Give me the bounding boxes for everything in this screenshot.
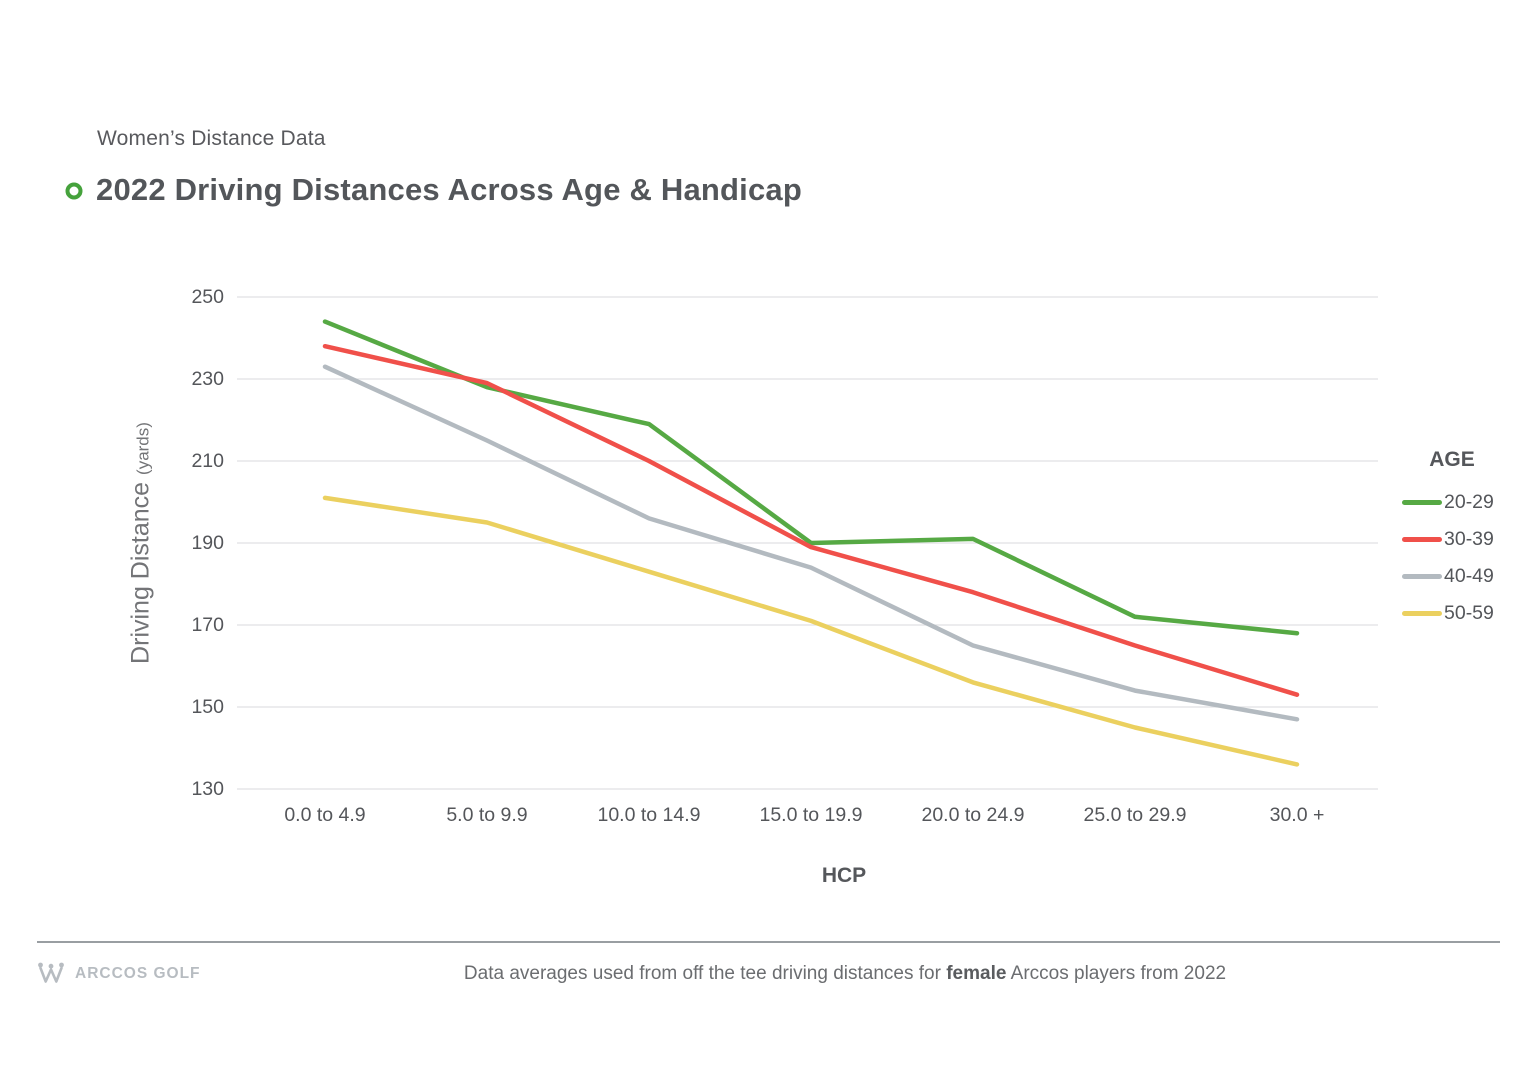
- legend-swatch-icon: [1402, 611, 1442, 616]
- arccos-logo-icon: [38, 962, 64, 983]
- x-category-label: 20.0 to 24.9: [921, 804, 1025, 826]
- legend-swatch-icon: [1402, 537, 1442, 542]
- caption-prefix: Data averages used from off the tee driv…: [463, 963, 947, 984]
- y-tick-label: 150: [191, 696, 224, 718]
- page-title: 2022 Driving Distances Across Age & Hand…: [96, 172, 802, 207]
- y-axis-unit: (yards): [133, 422, 153, 475]
- series-line-40-49: [322, 364, 1300, 722]
- series-line-30-39: [322, 343, 1300, 697]
- x-category-label: 5.0 to 9.9: [446, 804, 528, 826]
- legend-label: 20-29: [1444, 491, 1494, 513]
- legend-title: AGE: [1429, 448, 1475, 471]
- chart-subtitle: Women’s Distance Data: [97, 127, 326, 150]
- footer-divider: [37, 941, 1500, 943]
- y-tick-label: 210: [191, 450, 224, 472]
- legend-label: 50-59: [1444, 602, 1494, 624]
- x-category-label: 30.0 +: [1269, 804, 1325, 826]
- legend-item-40-49: 40-49: [1402, 558, 1494, 595]
- x-category-label: 10.0 to 14.9: [597, 804, 701, 826]
- legend-item-20-29: 20-29: [1402, 484, 1494, 521]
- legend-swatch-icon: [1402, 500, 1442, 505]
- legend-label: 30-39: [1444, 528, 1494, 550]
- x-category-label: 0.0 to 4.9: [284, 804, 366, 826]
- x-axis-title: HCP: [821, 864, 867, 887]
- legend-item-50-59: 50-59: [1402, 595, 1494, 632]
- y-tick-label: 190: [191, 532, 224, 554]
- y-tick-label: 230: [191, 368, 224, 390]
- legend-swatch-icon: [1402, 574, 1442, 579]
- brand-lockup: ARCCOS GOLF: [37, 960, 201, 987]
- legend: 20-29 30-39 40-49 50-59: [1402, 484, 1494, 632]
- x-category-label: 15.0 to 19.9: [759, 804, 863, 826]
- caption-bold: female: [946, 963, 1007, 984]
- y-tick-label: 170: [191, 614, 224, 636]
- legend-item-30-39: 30-39: [1402, 521, 1494, 558]
- brand-name: ARCCOS GOLF: [75, 964, 201, 982]
- y-axis-title-text: Driving Distance: [126, 481, 155, 664]
- caption-suffix: Arccos players from 2022: [1006, 963, 1227, 984]
- y-tick-label: 250: [191, 286, 224, 308]
- y-axis-title: Driving Distance (yards): [127, 422, 156, 664]
- title-accent-circle: [65, 182, 83, 200]
- series-line-20-29: [322, 319, 1300, 636]
- x-category-label: 25.0 to 29.9: [1083, 804, 1187, 826]
- series-line-50-59: [322, 495, 1300, 767]
- title-accent-icon: [0, 182, 83, 200]
- footer-caption: Data averages used from off the tee driv…: [400, 963, 1290, 985]
- y-tick-label: 130: [191, 778, 224, 800]
- legend-label: 40-49: [1444, 565, 1494, 587]
